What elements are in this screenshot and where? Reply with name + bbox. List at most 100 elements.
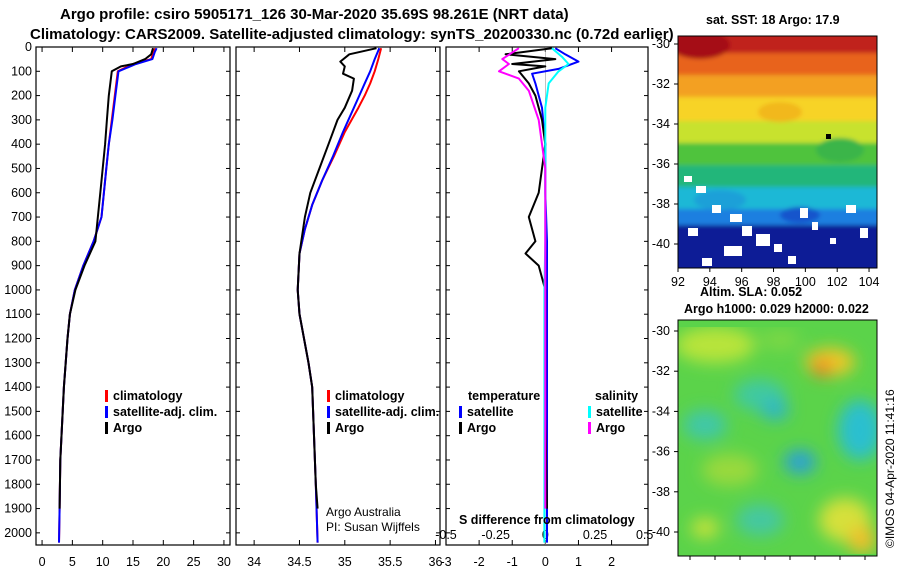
x-tick-label: -3 xyxy=(440,555,451,569)
legend-argo-swatch xyxy=(105,422,108,434)
sst-map xyxy=(678,36,877,268)
sst-lon-tick-label: 98 xyxy=(767,275,781,289)
depth-tick-label: 100 xyxy=(11,64,32,78)
x-tick-label: 0 xyxy=(39,555,46,569)
difference-panel-frame xyxy=(445,46,649,546)
legend-argo-label: Argo xyxy=(113,421,143,435)
depth-tick-label: 2000 xyxy=(4,526,32,540)
sst-lat-tick-label: -30 xyxy=(652,37,670,51)
sst-lon-tick-label: 100 xyxy=(795,275,816,289)
depth-tick-label: 1000 xyxy=(4,283,32,297)
annotation-argo-australia: Argo Australia xyxy=(326,505,401,519)
sla-map-subtitle: Argo h1000: 0.029 h2000: 0.022 xyxy=(684,302,869,316)
depth-tick-label: 1800 xyxy=(4,477,32,491)
depth-tick-label: 700 xyxy=(11,210,32,224)
difference-xlabel: S difference from climatology xyxy=(459,513,635,527)
depth-tick-label: 1600 xyxy=(4,429,32,443)
imos-credit: ©IMOS 04-Apr-2020 11:41:16 xyxy=(883,389,897,548)
legend-climatology-swatch xyxy=(105,390,108,402)
sst-lon-tick-label: 102 xyxy=(827,275,848,289)
legend-satellite-adj-label: satellite-adj. clim. xyxy=(113,405,217,419)
sst-lat-tick-label: -36 xyxy=(652,157,670,171)
depth-tick-label: 1200 xyxy=(4,332,32,346)
depth-tick-label: 500 xyxy=(11,161,32,175)
legend-sal-argo-swatch xyxy=(588,422,591,434)
sst-argo-location-marker xyxy=(826,134,831,139)
temperature-legend: climatology satellite-adj. clim. Argo xyxy=(105,389,217,435)
series-temperature-argo-line xyxy=(504,47,557,509)
legend-salinity-title: salinity xyxy=(595,389,638,403)
sal-legend-argo-swatch xyxy=(327,422,330,434)
sal-legend-satellite-adj-label: satellite-adj. clim. xyxy=(335,405,439,419)
legend-sal-satellite-label: satellite xyxy=(596,405,643,419)
legend-temp-argo-label: Argo xyxy=(467,421,497,435)
x-tick-label: 5 xyxy=(69,555,76,569)
s-diff-tick-label: -0.25 xyxy=(481,528,510,542)
s-diff-tick-label: -0.5 xyxy=(435,528,457,542)
s-diff-tick-label: 0.5 xyxy=(636,528,653,542)
profile-series xyxy=(58,47,580,545)
x-tick-label: 35.5 xyxy=(378,555,402,569)
s-diff-tick-label: 0.25 xyxy=(583,528,607,542)
x-tick-label: 34.5 xyxy=(287,555,311,569)
annotation-pi: PI: Susan Wijffels xyxy=(326,520,420,534)
sst-map-frame xyxy=(677,35,878,269)
sal-legend-climatology-swatch xyxy=(327,390,330,402)
depth-tick-label: 1300 xyxy=(4,356,32,370)
legend-temp-satellite-swatch xyxy=(459,406,462,418)
depth-tick-label: 800 xyxy=(11,234,32,248)
axis-ticks: 0100200300400500600700800900100011001200… xyxy=(4,37,879,569)
sal-legend-argo-label: Argo xyxy=(335,421,365,435)
depth-tick-label: 0 xyxy=(25,40,32,54)
sla-map-frame xyxy=(677,319,878,557)
depth-tick-label: 900 xyxy=(11,259,32,273)
sla-lat-tick-label: -34 xyxy=(652,404,670,418)
depth-tick-label: 400 xyxy=(11,137,32,151)
legend-satellite-adj-swatch xyxy=(105,406,108,418)
legend-sal-argo-label: Argo xyxy=(596,421,626,435)
sla-lat-tick-label: -40 xyxy=(652,525,670,539)
sla-lat-tick-label: -30 xyxy=(652,324,670,338)
depth-tick-label: 200 xyxy=(11,89,32,103)
sla-map xyxy=(678,320,877,556)
x-tick-label: 30 xyxy=(217,555,231,569)
x-tick-label: 10 xyxy=(96,555,110,569)
salinity-panel-frame xyxy=(235,46,441,546)
sst-lon-tick-label: 94 xyxy=(703,275,717,289)
sla-map-title: Altim. SLA: 0.052 xyxy=(700,285,802,299)
temperature-panel-frame xyxy=(35,46,231,546)
x-tick-label: -1 xyxy=(507,555,518,569)
sla-lat-tick-label: -36 xyxy=(652,445,670,459)
depth-tick-label: 300 xyxy=(11,113,32,127)
x-tick-label: 35 xyxy=(338,555,352,569)
title-line-1: Argo profile: csiro 5905171_126 30-Mar-2… xyxy=(60,6,569,23)
x-tick-label: 20 xyxy=(156,555,170,569)
depth-tick-label: 1500 xyxy=(4,404,32,418)
sst-lat-tick-label: -34 xyxy=(652,117,670,131)
depth-tick-label: 600 xyxy=(11,186,32,200)
series-salinity-argo-line xyxy=(498,47,547,509)
series-climatology-line xyxy=(296,47,383,543)
x-tick-label: 25 xyxy=(187,555,201,569)
legend-sal-satellite-swatch xyxy=(588,406,591,418)
sst-lat-tick-label: -40 xyxy=(652,237,670,251)
x-tick-label: 2 xyxy=(608,555,615,569)
legend-climatology-label: climatology xyxy=(113,389,183,403)
depth-tick-label: 1400 xyxy=(4,380,32,394)
legend-temp-argo-swatch xyxy=(459,422,462,434)
depth-tick-label: 1700 xyxy=(4,453,32,467)
sal-legend-climatology-label: climatology xyxy=(335,389,405,403)
series-salinity-satellite-line xyxy=(543,47,570,543)
title-line-2: Climatology: CARS2009. Satellite-adjuste… xyxy=(30,26,674,43)
depth-tick-label: 1100 xyxy=(5,307,32,321)
x-tick-label: 15 xyxy=(126,555,140,569)
x-tick-label: 0 xyxy=(542,555,549,569)
difference-legend: temperature salinity satellite Argo sate… xyxy=(459,389,643,435)
series-argo-line xyxy=(58,47,154,509)
series-argo-line xyxy=(296,47,377,509)
x-tick-label: 1 xyxy=(575,555,582,569)
salinity-legend: climatology satellite-adj. clim. Argo xyxy=(327,389,439,435)
x-tick-label: 36 xyxy=(429,555,443,569)
